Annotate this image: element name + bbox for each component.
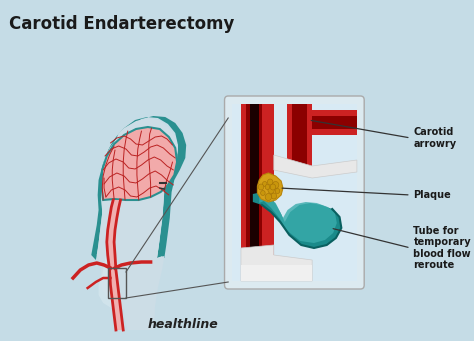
Polygon shape bbox=[246, 104, 262, 281]
Polygon shape bbox=[292, 104, 307, 168]
Polygon shape bbox=[98, 118, 178, 330]
Circle shape bbox=[263, 181, 267, 187]
Text: Carotid
arrowry: Carotid arrowry bbox=[413, 127, 456, 149]
Polygon shape bbox=[97, 120, 178, 330]
Polygon shape bbox=[101, 127, 177, 200]
Polygon shape bbox=[107, 200, 123, 330]
Polygon shape bbox=[257, 173, 283, 202]
Polygon shape bbox=[287, 104, 312, 172]
Text: Plaque: Plaque bbox=[413, 190, 451, 200]
Bar bbox=[108, 268, 126, 298]
Circle shape bbox=[273, 181, 279, 189]
Polygon shape bbox=[259, 195, 337, 243]
Polygon shape bbox=[312, 110, 357, 135]
Polygon shape bbox=[241, 265, 312, 281]
Circle shape bbox=[270, 184, 276, 190]
Polygon shape bbox=[274, 155, 357, 178]
FancyBboxPatch shape bbox=[225, 96, 364, 289]
Circle shape bbox=[265, 193, 272, 201]
Circle shape bbox=[271, 193, 276, 199]
Polygon shape bbox=[250, 104, 259, 281]
Circle shape bbox=[265, 184, 270, 190]
Text: Tube for
temporary
blood flow
reroute: Tube for temporary blood flow reroute bbox=[413, 226, 471, 270]
Text: Carotid Endarterectomy: Carotid Endarterectomy bbox=[9, 15, 235, 33]
Polygon shape bbox=[312, 116, 357, 129]
Polygon shape bbox=[91, 116, 186, 260]
Polygon shape bbox=[253, 192, 341, 248]
Circle shape bbox=[267, 179, 273, 185]
Circle shape bbox=[261, 191, 265, 195]
Polygon shape bbox=[99, 178, 120, 310]
Text: healthline: healthline bbox=[147, 318, 218, 331]
Polygon shape bbox=[241, 104, 274, 281]
Circle shape bbox=[258, 184, 264, 190]
Circle shape bbox=[268, 187, 274, 193]
Circle shape bbox=[275, 189, 280, 193]
Polygon shape bbox=[241, 245, 312, 281]
Polygon shape bbox=[232, 104, 357, 281]
